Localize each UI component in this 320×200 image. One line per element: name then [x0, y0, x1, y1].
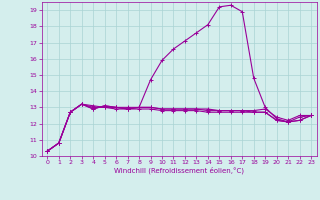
X-axis label: Windchill (Refroidissement éolien,°C): Windchill (Refroidissement éolien,°C)	[114, 167, 244, 174]
